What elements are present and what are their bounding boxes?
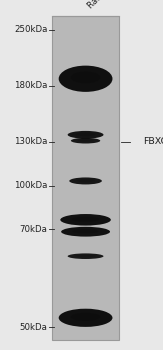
Ellipse shape	[71, 71, 100, 83]
Ellipse shape	[77, 179, 95, 182]
Text: 50kDa: 50kDa	[19, 323, 47, 332]
Ellipse shape	[78, 139, 94, 142]
Ellipse shape	[69, 177, 102, 184]
Ellipse shape	[68, 253, 104, 259]
Ellipse shape	[59, 309, 112, 327]
Ellipse shape	[76, 133, 96, 136]
Text: 180kDa: 180kDa	[14, 81, 47, 90]
Ellipse shape	[61, 227, 110, 237]
Text: 100kDa: 100kDa	[14, 181, 47, 190]
Ellipse shape	[60, 214, 111, 226]
Ellipse shape	[71, 138, 100, 144]
Bar	[52, 16, 119, 340]
Text: 130kDa: 130kDa	[14, 137, 47, 146]
Text: FBXO10: FBXO10	[143, 137, 163, 146]
Text: 250kDa: 250kDa	[14, 25, 47, 34]
Ellipse shape	[76, 255, 96, 257]
Ellipse shape	[72, 229, 99, 233]
Ellipse shape	[59, 66, 112, 92]
Ellipse shape	[71, 313, 100, 321]
Text: Rat brain: Rat brain	[86, 0, 120, 10]
Text: 70kDa: 70kDa	[19, 225, 47, 234]
Ellipse shape	[72, 217, 99, 222]
Ellipse shape	[68, 131, 104, 139]
